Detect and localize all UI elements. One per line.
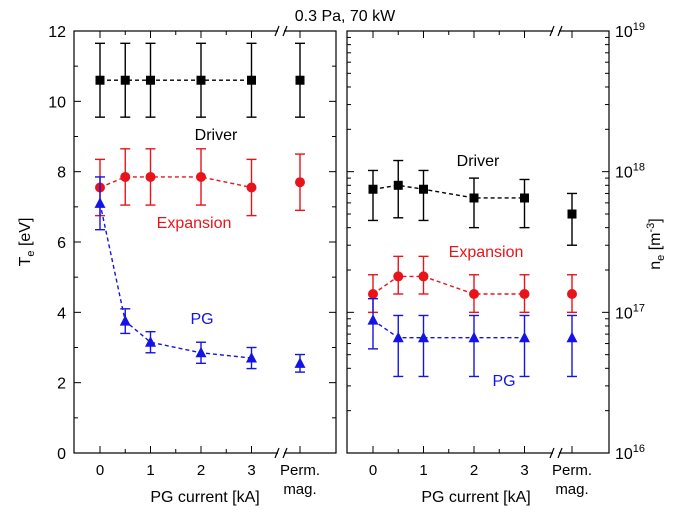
right-x-tick-label: 0 (369, 462, 377, 479)
left-y-tick-label: 2 (57, 376, 66, 393)
left-pg-point (119, 315, 131, 326)
right-driver-point (419, 184, 428, 194)
right-x-tick-label: 1 (419, 462, 427, 479)
left-driver-point (120, 75, 130, 85)
right-y-tick-label: 1018 (615, 162, 645, 182)
right-pg-point (519, 331, 530, 343)
right-y-label-main: n (647, 261, 664, 270)
right-expansion-point (519, 288, 530, 299)
left-x-tick-label: 1 (146, 462, 154, 479)
right-expansion-annotation: Expansion (449, 244, 524, 261)
right-y-label-sup: -3 (645, 223, 657, 233)
right-expansion-point (469, 288, 479, 299)
right-driver-point (469, 193, 479, 203)
right-axis-break-mark-b-0 (557, 25, 563, 37)
right-pg-point (468, 331, 480, 343)
right-driver-annotation: Driver (457, 153, 500, 170)
right-y-tick-label: 1017 (615, 302, 645, 322)
left-driver-point (146, 75, 155, 85)
left-axis-break-gap-1 (278, 449, 284, 457)
right-axis-break-mark-a-1 (549, 447, 555, 459)
right-driver-point (368, 184, 378, 194)
right-axis-break-mark-a-0 (549, 25, 555, 37)
left-y-tick-label: 8 (57, 165, 66, 182)
left-x-tick-label: 0 (96, 462, 104, 479)
right-y-axis-label: ne [m-3] (645, 218, 667, 269)
left-expansion-point (246, 182, 257, 193)
right-y-label-unit: [m (647, 232, 664, 254)
chart-marks: 0 1 2 3 Perm.mag.024681012DriverExpansionPG0… (48, 21, 645, 498)
left-axis-break-mark-a-0 (274, 25, 280, 37)
left-x-axis-label: PG current [kA] (150, 489, 259, 506)
left-pg-dashed-line (99, 203, 252, 359)
right-x-tick-label: 3 (520, 462, 528, 479)
left-y-label-main: T (17, 256, 34, 266)
right-pg-point (418, 331, 429, 343)
right-y-label-sub: e (655, 255, 667, 261)
left-axis-break-mark-a-1 (274, 447, 280, 459)
left-y-axis-label: Te [eV] (17, 218, 37, 267)
right-x-tick-label-mag: mag. (555, 481, 588, 498)
right-x-axis-label: PG current [kA] (421, 489, 530, 506)
left-expansion-annotation: Expansion (157, 215, 232, 232)
right-expansion-point (393, 271, 404, 282)
right-y-label-close: ] (647, 218, 664, 222)
left-pg-point (145, 336, 156, 347)
right-pg-annotation: PG (492, 373, 515, 390)
right-y-tick-label: 1019 (615, 21, 645, 41)
left-x-tick-label-mag: mag. (283, 481, 316, 498)
left-expansion-point (120, 171, 131, 182)
left-pg-point (246, 352, 257, 363)
left-panel-frame (73, 30, 337, 454)
left-driver-point (196, 75, 206, 85)
left-axis-break-mark-b-1 (282, 447, 288, 459)
left-driver-point (247, 75, 256, 85)
left-x-tick-label: 2 (197, 462, 205, 479)
right-x-tick-label-perm: Perm. (552, 462, 592, 479)
left-driver-annotation: Driver (195, 127, 238, 144)
left-axis-break-gap-0 (278, 27, 284, 35)
right-pg-point (392, 331, 404, 343)
left-x-tick-label-perm: Perm. (280, 462, 320, 479)
right-driver-point (393, 180, 403, 190)
left-driver-point (295, 75, 305, 85)
left-pg-point (94, 197, 106, 208)
right-expansion-point (368, 288, 378, 299)
left-y-tick-label: 10 (48, 94, 66, 111)
left-y-tick-label: 12 (48, 24, 66, 41)
right-axis-break-gap-0 (553, 27, 559, 35)
left-driver-point (95, 75, 105, 85)
right-x-tick-label: 2 (470, 462, 478, 479)
left-axis-break-mark-b-0 (282, 25, 288, 37)
right-driver-point (567, 209, 577, 219)
left-expansion-point (196, 171, 206, 182)
right-expansion-point (418, 271, 429, 282)
left-expansion-point (295, 177, 305, 188)
right-axis-break-mark-b-1 (557, 447, 563, 459)
left-y-tick-label: 4 (57, 305, 66, 322)
right-pg-dashed-line (372, 319, 525, 339)
left-x-tick-label: 3 (247, 462, 255, 479)
right-axis-break-gap-1 (553, 449, 559, 457)
left-pg-point (294, 357, 306, 368)
right-expansion-point (567, 288, 577, 299)
right-panel-frame (346, 30, 610, 454)
left-expansion-point (145, 171, 156, 182)
left-y-label-unit: [eV] (17, 218, 34, 251)
left-y-label-sub: e (25, 251, 37, 257)
right-pg-point (367, 314, 379, 325)
figure-title: 0.3 Pa, 70 kW (295, 8, 396, 25)
left-y-tick-label: 0 (57, 446, 66, 463)
left-y-tick-label: 6 (57, 235, 66, 252)
right-y-tick-label: 1016 (615, 443, 645, 463)
left-pg-annotation: PG (190, 311, 213, 328)
right-pg-point (566, 331, 578, 343)
right-driver-point (520, 193, 529, 203)
left-pg-point (195, 346, 207, 358)
